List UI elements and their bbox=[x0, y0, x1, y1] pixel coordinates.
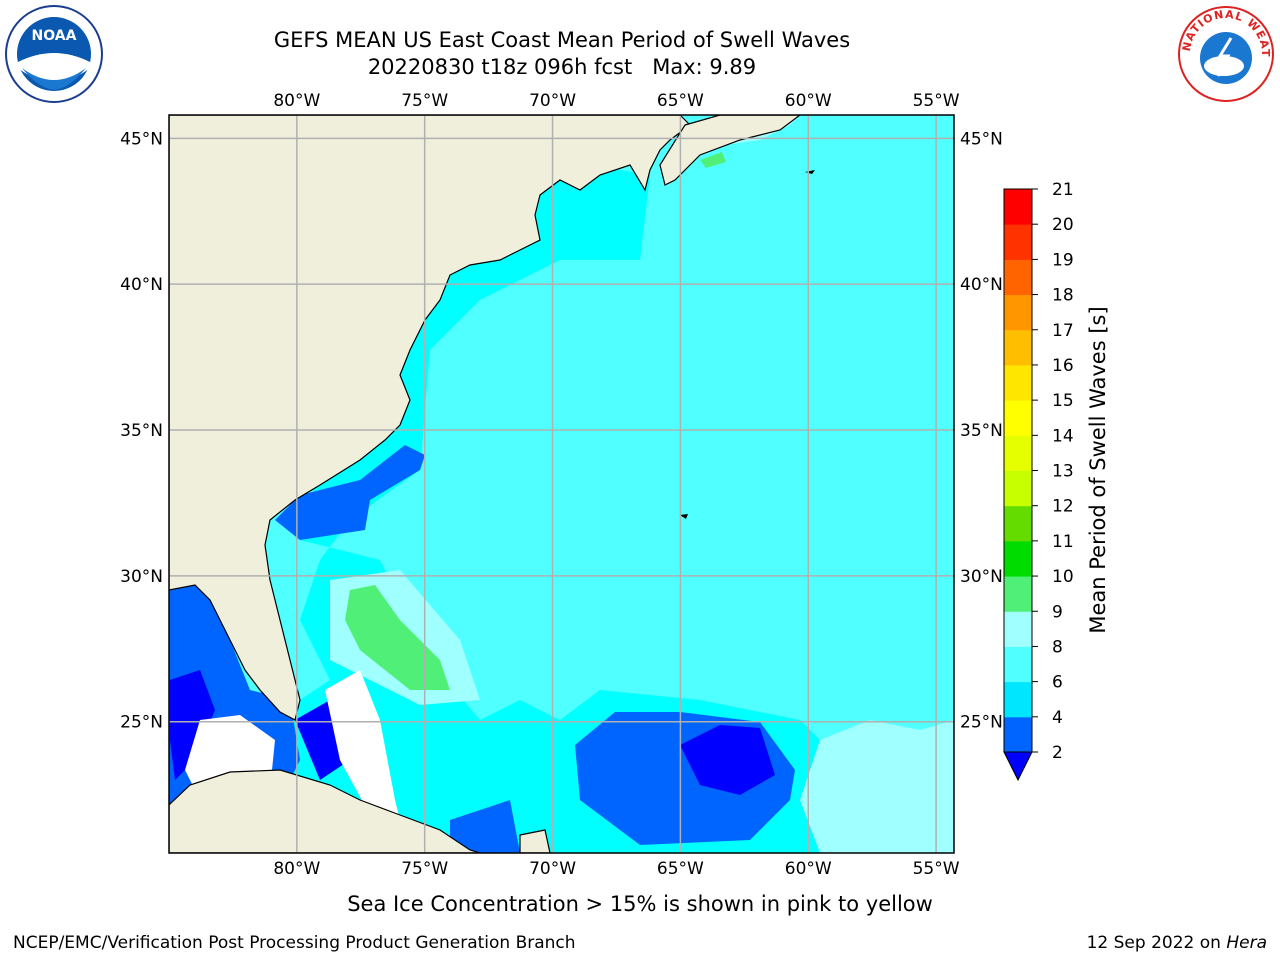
period-band-2-4-hispaniola bbox=[450, 800, 520, 853]
footer-credit: NCEP/EMC/Verification Post Processing Pr… bbox=[13, 933, 576, 953]
colorbar-tick-label: 10 bbox=[1052, 567, 1074, 587]
colorbar-segment bbox=[1004, 505, 1032, 542]
sea-ice-note: Sea Ice Concentration > 15% is shown in … bbox=[347, 892, 933, 916]
colorbar-segment bbox=[1004, 470, 1032, 507]
period-under-2-gulf bbox=[170, 670, 215, 780]
colorbar-tick-label: 2 bbox=[1052, 743, 1063, 763]
colorbar-tick-label: 9 bbox=[1052, 602, 1063, 622]
colorbar-tick-label: 8 bbox=[1052, 637, 1063, 657]
lon-tick-top: 55°W bbox=[913, 91, 960, 111]
footer-host: Hera bbox=[1226, 933, 1267, 953]
colorbar-segment bbox=[1004, 329, 1032, 366]
lon-ticks-top: 80°W 75°W 70°W 65°W 60°W 55°W bbox=[273, 91, 959, 111]
colorbar-tick-label: 21 bbox=[1052, 180, 1074, 200]
lon-tick-bottom: 55°W bbox=[913, 859, 960, 879]
lat-ticks-left: 45°N 40°N 35°N 30°N 25°N bbox=[120, 129, 163, 732]
colorbar-label: Mean Period of Swell Waves [s] bbox=[1086, 306, 1110, 633]
lat-tick-right: 30°N bbox=[960, 567, 1003, 587]
colorbar-segment bbox=[1004, 435, 1032, 471]
lat-tick-right: 40°N bbox=[960, 275, 1003, 295]
colorbar-segment bbox=[1004, 646, 1032, 683]
colorbar-tick-label: 4 bbox=[1052, 708, 1063, 728]
colorbar-tick-label: 19 bbox=[1052, 250, 1074, 270]
footer-date: 12 Sep 2022 on Hera bbox=[1087, 933, 1267, 953]
land-cuba bbox=[169, 769, 481, 853]
colorbar-tick-label: 12 bbox=[1052, 497, 1074, 517]
period-band-2-4-carolina bbox=[275, 445, 425, 540]
colorbar-tick-label: 15 bbox=[1052, 391, 1074, 411]
colorbar-segment bbox=[1004, 576, 1032, 612]
colorbar-tick-label: 6 bbox=[1052, 673, 1063, 693]
lon-tick-top: 75°W bbox=[401, 91, 448, 111]
lat-tick-right: 35°N bbox=[960, 421, 1003, 441]
graticule bbox=[169, 115, 954, 853]
colorbar-tick-label: 14 bbox=[1052, 426, 1074, 446]
map-area bbox=[169, 115, 954, 853]
lon-tick-bottom: 65°W bbox=[657, 859, 704, 879]
colorbar-segment bbox=[1004, 540, 1032, 577]
noaa-logo: NOAA bbox=[5, 5, 103, 103]
lon-tick-top: 60°W bbox=[785, 91, 832, 111]
colorbar-tick-label: 18 bbox=[1052, 286, 1074, 306]
land-nova-scotia bbox=[659, 115, 801, 186]
colorbar-segment bbox=[1004, 716, 1032, 753]
lat-tick-left: 40°N bbox=[120, 275, 163, 295]
chart-title: GEFS MEAN US East Coast Mean Period of S… bbox=[273, 28, 851, 52]
period-under-2 bbox=[680, 725, 775, 795]
lat-tick-right: 45°N bbox=[960, 129, 1003, 149]
colorbar-segment bbox=[1004, 400, 1032, 436]
colorbar-segment bbox=[1004, 224, 1032, 260]
footer-date-text: 12 Sep 2022 on bbox=[1086, 933, 1227, 953]
colorbar: 2 4 6 8 9 10 11 12 13 14 15 16 17 18 19 20 21 bbox=[1003, 180, 1074, 782]
colorbar-segment bbox=[1004, 294, 1032, 331]
lat-ticks-right: 45°N 40°N 35°N 30°N 25°N bbox=[960, 129, 1003, 732]
lon-tick-top: 70°W bbox=[529, 91, 576, 111]
lat-tick-left: 45°N bbox=[120, 129, 163, 149]
nws-logo: NATIONAL WEATHER SERVICE bbox=[1176, 4, 1274, 102]
lat-tick-left: 35°N bbox=[120, 421, 163, 441]
colorbar-tick-label: 17 bbox=[1052, 321, 1074, 341]
colorbar-segment bbox=[1004, 259, 1032, 296]
period-band-8-9-east bbox=[800, 720, 954, 853]
lon-tick-bottom: 60°W bbox=[785, 859, 832, 879]
colorbar-tick-label: 11 bbox=[1052, 532, 1074, 552]
map-frame bbox=[168, 114, 955, 854]
sable-island bbox=[805, 170, 815, 174]
colorbar-tick-label: 16 bbox=[1052, 356, 1074, 376]
period-band-9-10-north bbox=[700, 152, 726, 168]
land-hispaniola bbox=[519, 829, 551, 853]
lat-tick-left: 25°N bbox=[120, 713, 163, 733]
noaa-logo-text: NOAA bbox=[32, 28, 77, 44]
colorbar-segment bbox=[1004, 611, 1032, 647]
lon-tick-bottom: 80°W bbox=[273, 859, 320, 879]
lat-tick-left: 30°N bbox=[120, 567, 163, 587]
colorbar-tick-label: 13 bbox=[1052, 462, 1074, 482]
period-band-9-10 bbox=[345, 585, 450, 690]
colorbar-segment bbox=[1004, 189, 1032, 225]
lon-ticks-bottom: 80°W 75°W 70°W 65°W 60°W 55°W bbox=[273, 859, 959, 879]
colorbar-segment bbox=[1004, 364, 1032, 401]
no-data-bahamas bbox=[325, 670, 400, 820]
lat-tick-right: 25°N bbox=[960, 713, 1003, 733]
chart-subtitle: 20220830 t18z 096h fcst Max: 9.89 bbox=[367, 55, 757, 79]
bermuda bbox=[680, 514, 688, 519]
colorbar-tick-label: 20 bbox=[1052, 215, 1074, 235]
land-us-east-coast bbox=[169, 115, 691, 721]
lon-tick-bottom: 70°W bbox=[529, 859, 576, 879]
lon-tick-bottom: 75°W bbox=[401, 859, 448, 879]
colorbar-under-extension bbox=[1003, 751, 1033, 782]
lon-tick-top: 65°W bbox=[657, 91, 704, 111]
colorbar-segment bbox=[1004, 681, 1032, 718]
lon-tick-top: 80°W bbox=[273, 91, 320, 111]
